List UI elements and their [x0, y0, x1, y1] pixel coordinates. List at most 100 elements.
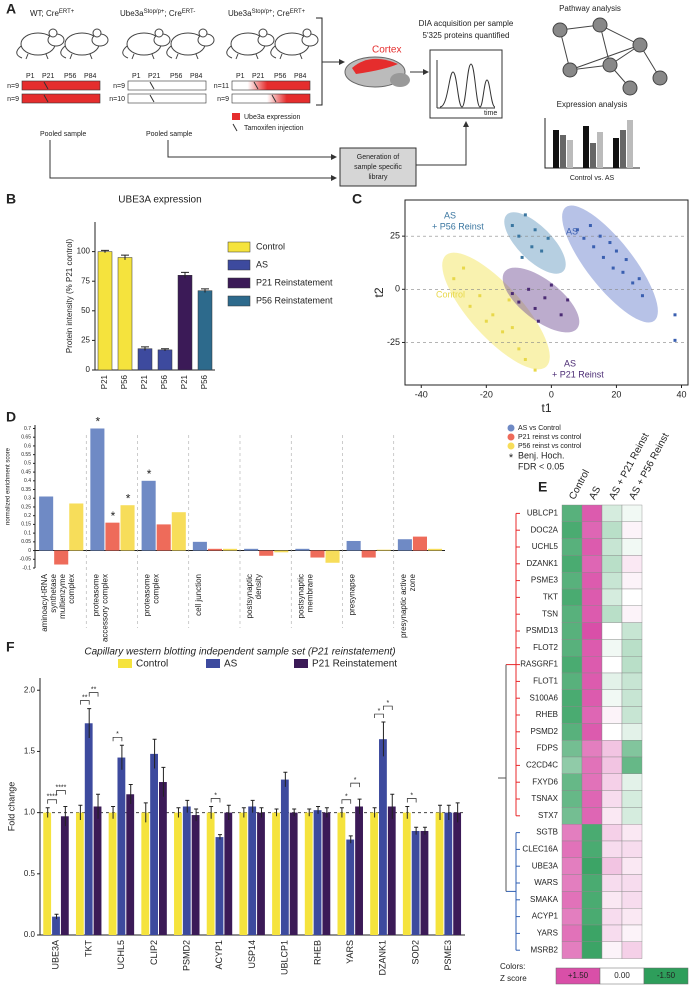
legend-swatch: [507, 442, 515, 450]
point: [517, 234, 521, 238]
point: [478, 294, 482, 298]
y-tick-label: 25: [390, 231, 400, 241]
point: [540, 249, 544, 253]
mouse-icon: [122, 28, 171, 60]
significance-label: ****: [55, 784, 66, 791]
point: [523, 357, 527, 361]
group-label: Control: [436, 289, 465, 299]
group-label: Ube3aStop/p+; CreERT+: [228, 9, 306, 19]
row-label: UBLCP1: [527, 509, 559, 518]
heatmap-cell: [621, 588, 643, 606]
heatmap-cell: [601, 874, 623, 892]
point: [588, 224, 592, 228]
heatmap-cell: [581, 857, 603, 875]
x-tick-label: proteasome: [143, 573, 152, 616]
error-bar: [414, 826, 419, 835]
legend-swatch: [294, 659, 308, 668]
x-tick-label: YARS: [345, 940, 355, 964]
heatmap-cell: [581, 874, 603, 892]
x-tick-label: TKT: [83, 939, 93, 957]
error-bar: [217, 834, 222, 840]
row-label: PSME3: [531, 576, 559, 585]
y-tick-label: 1.5: [24, 747, 36, 756]
error-bar: [54, 913, 59, 920]
bar: [157, 349, 173, 371]
point: [533, 306, 537, 310]
bar: [215, 837, 224, 935]
row-label: S100A6: [530, 693, 559, 702]
bar: [206, 812, 215, 935]
legend-swatch: [232, 113, 240, 120]
pathway-label: Pathway analysis: [559, 4, 621, 13]
heatmap-cell: [601, 773, 623, 791]
significance-label: *: [378, 708, 381, 715]
legend-label: 0.00: [614, 971, 630, 980]
y-tick-label: 0.35: [21, 487, 31, 493]
ellipse: [562, 205, 658, 323]
y-tick-label: -25: [387, 337, 400, 347]
heatmap-cell: [581, 756, 603, 774]
heatmap-cell: [601, 790, 623, 808]
library-label: Generation of: [357, 154, 399, 161]
group-label: AS: [566, 226, 578, 236]
heatmap-cell: [581, 622, 603, 640]
point: [582, 236, 586, 240]
bar: [174, 812, 182, 935]
bar: [52, 916, 60, 935]
error-bar: [283, 771, 288, 787]
heatmap-cell: [561, 656, 583, 674]
x-tick-label: postsynaptic: [245, 574, 254, 618]
bar: [141, 480, 156, 551]
heatmap-cell: [581, 639, 603, 657]
point: [631, 281, 635, 285]
timepoint-label: P56: [274, 73, 287, 80]
row-label: YARS: [537, 929, 558, 938]
heatmap-cell: [561, 740, 583, 758]
heatmap-cell: [601, 891, 623, 909]
y-tick-label: 0.65: [21, 435, 31, 441]
error-bar: [372, 807, 377, 818]
tamoxifen-mark: [43, 81, 277, 103]
error-bar: [119, 744, 124, 770]
bar: [159, 782, 167, 935]
mouse-icon: [16, 28, 65, 60]
heatmap-cell: [601, 672, 623, 690]
x-tick-label: presynapse: [348, 573, 357, 615]
bar: [376, 549, 391, 551]
x-tick-label: membrane: [305, 573, 314, 612]
heatmap-cell: [561, 605, 583, 623]
x-tick-label: P21: [100, 374, 109, 389]
heatmap-cell: [621, 874, 643, 892]
bar: [346, 540, 361, 551]
bar: [453, 812, 462, 935]
heatmap-cell: [621, 672, 643, 690]
row-label: WARS: [534, 878, 558, 887]
heatmap-cell: [601, 656, 623, 674]
bar: [402, 812, 411, 935]
heatmap-cell: [621, 723, 643, 741]
bar: [69, 503, 84, 551]
expression-bar: [231, 93, 311, 104]
significance-label: *: [147, 467, 152, 481]
bar: [192, 541, 207, 551]
x-tick-label: PSMD2: [181, 940, 191, 971]
y-tick-label: 0.05: [21, 539, 31, 545]
point: [533, 228, 537, 232]
y-tick-label: 25: [81, 336, 90, 345]
y-tick-label: 1.0: [24, 808, 36, 817]
y-tick-label: 0.25: [21, 504, 31, 510]
row-label: SGTB: [536, 828, 558, 837]
legend-swatch: [206, 659, 220, 668]
x-tick-label: USP14: [247, 940, 257, 969]
x-tick-label: P56: [200, 374, 209, 389]
bar: [105, 522, 120, 551]
y-axis-label: normalized enrichment score: [6, 447, 12, 525]
y-tick-label: 0.7: [24, 426, 31, 432]
error-bar: [339, 807, 344, 818]
y-tick-label: 0.2: [24, 513, 31, 519]
bar: [274, 550, 289, 553]
heatmap-cell: [601, 504, 623, 522]
brain-icon: [390, 73, 410, 87]
x-tick-label: zone: [408, 573, 417, 591]
significance-label: *: [345, 794, 348, 801]
